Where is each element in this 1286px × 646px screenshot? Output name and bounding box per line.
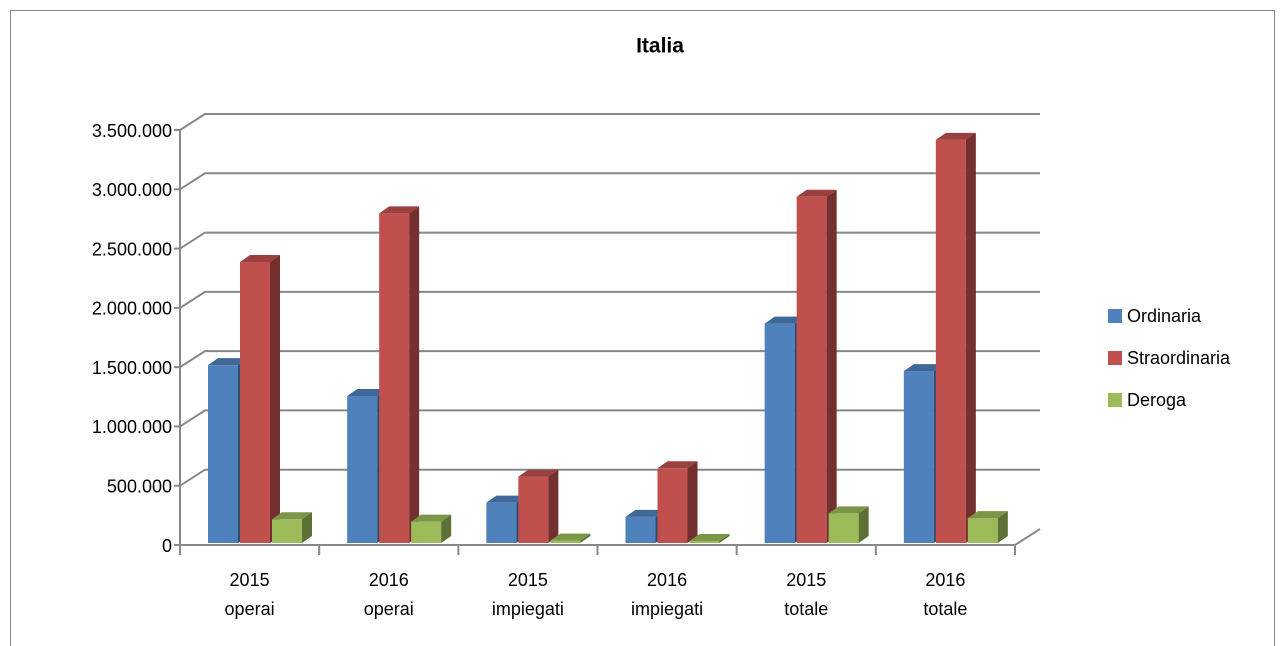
bar-top — [379, 206, 420, 214]
grid-line — [179, 172, 1040, 191]
chart-title: Italia — [636, 35, 684, 58]
bar — [967, 511, 1008, 543]
bar-side — [858, 506, 869, 543]
bar — [689, 534, 730, 543]
bar-front — [272, 519, 302, 543]
bar-front — [689, 541, 720, 543]
bar-front — [208, 365, 238, 543]
bar-front — [796, 196, 827, 543]
x-tick-label: 2015 totale — [784, 570, 829, 619]
bar-front — [657, 468, 688, 543]
bar-top — [486, 495, 527, 503]
bar-top — [967, 511, 1008, 519]
legend-swatch — [1108, 351, 1122, 365]
x-tick-label: 2016 totale — [923, 570, 968, 619]
legend-swatch — [1108, 309, 1122, 323]
y-tick-label: 2.000.000 — [92, 299, 172, 319]
bar-side — [997, 511, 1008, 543]
y-tick-label: 3.000.000 — [92, 180, 172, 200]
bar-top — [935, 132, 976, 140]
bar-front — [486, 502, 517, 543]
bar-front — [764, 323, 795, 543]
bar-front — [379, 213, 410, 543]
bar-side — [580, 533, 591, 543]
x-tick-label: 2015 impiegati — [491, 570, 564, 619]
grid-line — [179, 290, 1040, 309]
bar — [796, 189, 837, 543]
legend-label: Straordinaria — [1127, 348, 1231, 368]
bar-side — [302, 512, 312, 543]
bar — [240, 254, 280, 543]
y-tick-label: 2.500.000 — [92, 239, 172, 259]
bar — [518, 469, 559, 543]
bar-front — [518, 476, 549, 543]
bar — [411, 514, 452, 543]
bar-top — [550, 533, 591, 541]
legend-label: Deroga — [1127, 390, 1187, 410]
bar — [657, 461, 698, 543]
bar-front — [411, 521, 442, 543]
bar-top — [796, 189, 837, 197]
bar-front — [550, 540, 581, 543]
bar-side — [965, 132, 976, 543]
bar — [379, 206, 420, 543]
bar-side — [548, 469, 559, 543]
bar-side — [826, 189, 837, 543]
bar-top — [764, 316, 805, 324]
grid-line — [179, 231, 1040, 250]
x-tick-label: 2015 operai — [224, 570, 275, 619]
bar — [486, 495, 527, 543]
y-tick-label: 500.000 — [107, 476, 172, 496]
bar — [935, 132, 976, 543]
bar-top — [903, 364, 944, 372]
bar — [272, 512, 312, 543]
bar-top — [240, 254, 280, 262]
bar-side — [441, 514, 452, 543]
chart-border — [10, 10, 1275, 646]
bar-top — [518, 469, 559, 477]
bar-front — [347, 395, 378, 543]
y-tick-label: 1.000.000 — [92, 417, 172, 437]
grid-line — [179, 350, 1040, 368]
y-tick-label: 1.500.000 — [92, 358, 172, 378]
legend-swatch — [1108, 393, 1122, 407]
bar-top — [689, 534, 730, 541]
bar-side — [409, 206, 420, 543]
grid-line — [179, 409, 1040, 428]
y-tick-label: 0 — [162, 536, 172, 556]
bar-top — [828, 506, 869, 514]
x-tick-label: 2016 operai — [363, 570, 414, 619]
bar-front — [967, 518, 998, 543]
bar-side — [270, 254, 280, 543]
bar-top — [411, 514, 452, 522]
grid-line — [179, 113, 1040, 131]
y-tick-label: 3.500.000 — [92, 121, 172, 141]
legend-label: Ordinaria — [1127, 306, 1202, 326]
bar-top — [657, 461, 698, 469]
bar-top — [625, 509, 666, 517]
bar-front — [828, 513, 859, 543]
bar-top — [208, 358, 248, 366]
bar-front — [935, 139, 966, 543]
bar-side — [687, 461, 698, 543]
grid-line — [179, 468, 1040, 487]
bar-top — [272, 512, 312, 520]
bar — [550, 533, 591, 543]
bar-front — [903, 371, 934, 543]
bar-front — [240, 261, 270, 543]
x-tick-label: 2016 impiegati — [631, 570, 704, 619]
bar-side — [719, 534, 730, 543]
bar — [828, 506, 869, 543]
bar-top — [347, 388, 388, 396]
bar-front — [625, 516, 656, 543]
